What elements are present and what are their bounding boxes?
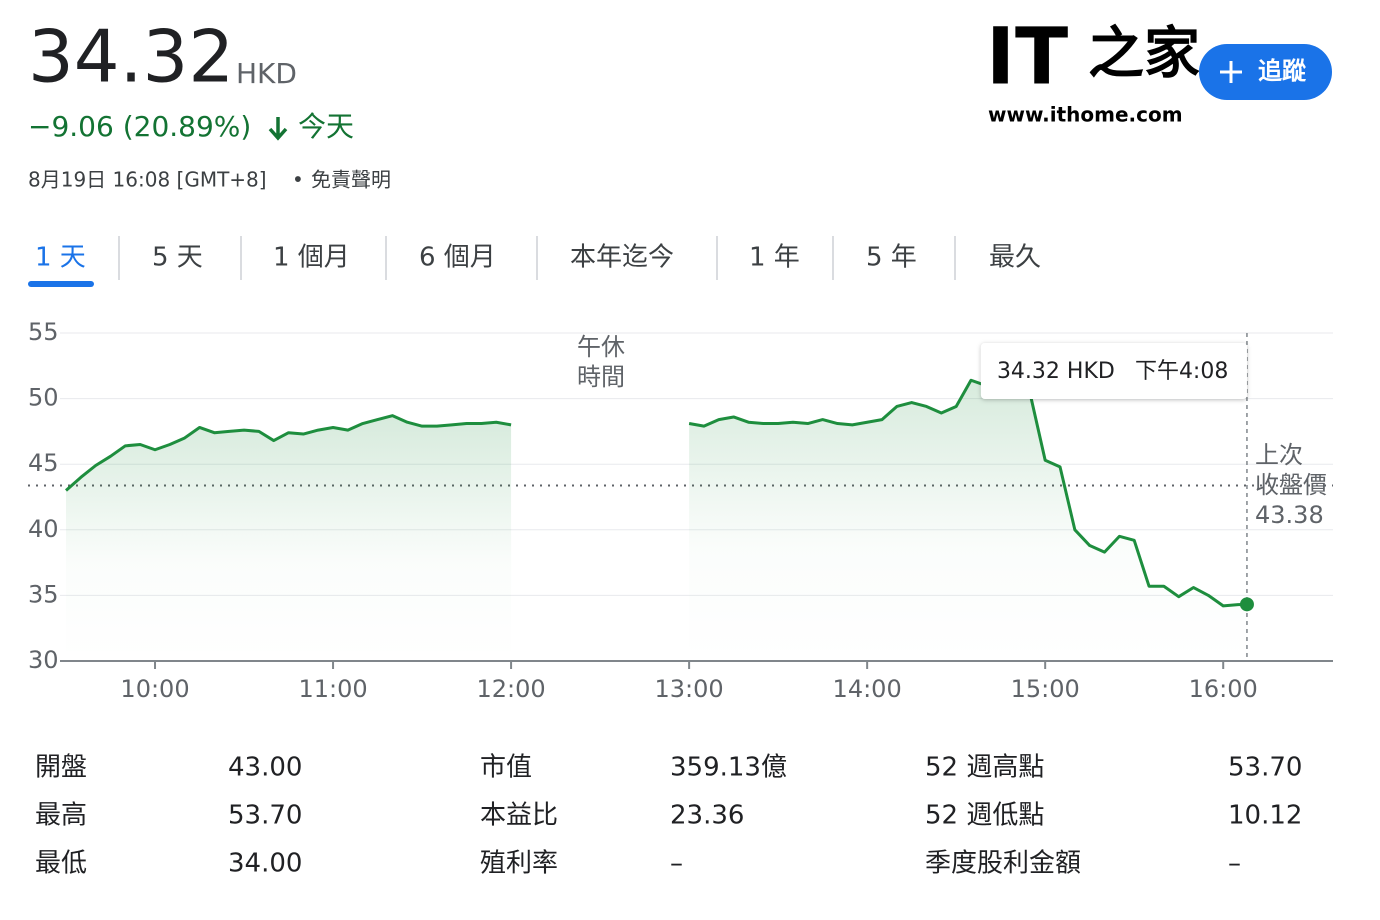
- timestamp: 8月19日 16:08 [GMT+8]: [28, 168, 267, 192]
- previous-close-label: 收盤價: [1255, 471, 1327, 499]
- stat-label: 開盤: [35, 753, 87, 783]
- x-tick-label: 13:00: [655, 675, 724, 703]
- button-label[interactable]: 追蹤: [1258, 57, 1307, 85]
- tab[interactable]: 6 個月: [419, 243, 496, 273]
- logo-name: 之家: [1088, 21, 1200, 87]
- tabs: 1 天 5 天 1 個月 6 個月 本年迄今 1 年 5 年 最久: [28, 236, 1041, 287]
- x-tick-label: 12:00: [476, 675, 545, 703]
- price: 34.32: [28, 15, 234, 99]
- stat-label: 本益比: [480, 801, 558, 831]
- stat-value: 359.13億: [670, 753, 787, 783]
- change: −9.06 (20.89%): [28, 110, 251, 143]
- y-tick-label: 50: [28, 384, 59, 412]
- x-tick-label: 15:00: [1011, 675, 1080, 703]
- tooltip-time: 下午4:08: [1135, 359, 1228, 384]
- area: [66, 415, 512, 661]
- tab-indicator: [28, 281, 94, 287]
- annotation: 時間: [577, 363, 625, 391]
- stat-label: 最高: [35, 801, 87, 831]
- stat-value: 10.12: [1228, 801, 1302, 831]
- logo-url: www.ithome.com: [988, 103, 1183, 127]
- tab[interactable]: 1 天: [35, 243, 86, 273]
- stat-label: 最低: [35, 849, 87, 879]
- stat-label: 季度股利金額: [925, 849, 1081, 879]
- tab[interactable]: 5 天: [152, 243, 203, 273]
- y-tick-label: 55: [28, 318, 59, 346]
- down-arrow: [268, 117, 288, 141]
- y-tick-label: 45: [28, 449, 59, 477]
- tab[interactable]: 5 年: [866, 243, 917, 273]
- area: [689, 377, 1247, 661]
- stat-label: 市值: [480, 753, 532, 783]
- tooltip-box: [980, 343, 1247, 399]
- disclaimer[interactable]: 免責聲明: [311, 168, 391, 192]
- price-line: [65, 414, 512, 492]
- stat-value: –: [1228, 849, 1241, 879]
- last-point: [1239, 597, 1254, 612]
- stat-value: –: [670, 849, 683, 879]
- stat-value: 43.00: [228, 753, 302, 783]
- plus-icon[interactable]: [1220, 61, 1242, 83]
- tab[interactable]: 1 年: [749, 243, 800, 273]
- stat-value: 23.36: [670, 801, 744, 831]
- tab[interactable]: 本年迄今: [570, 243, 674, 273]
- chart: 30 35 40 45 50 55 10:00 11:00 12:00 13:00 14:00 15:…: [28, 318, 1333, 703]
- stat-value: 53.70: [1228, 753, 1302, 783]
- y-tick-label: 30: [28, 646, 59, 674]
- period: 今天: [298, 110, 354, 143]
- button-bg[interactable]: [1199, 44, 1332, 100]
- annotation: 午休: [577, 333, 625, 361]
- previous-close-label: 上次: [1255, 441, 1303, 469]
- tab[interactable]: 1 個月: [273, 243, 350, 273]
- previous-close-value: 43.38: [1255, 501, 1324, 529]
- y-tick-label: 35: [28, 580, 59, 608]
- currency: HKD: [236, 57, 297, 90]
- price-line: [688, 376, 1247, 608]
- stat-label: 52 週低點: [925, 801, 1044, 831]
- stat-label: 殖利率: [480, 849, 558, 879]
- stats: 開盤 43.00 市值 359.13億 52 週高點 53.70 最高 53.70 本益比 23.…: [35, 753, 1302, 879]
- x-tick-label: 11:00: [298, 675, 367, 703]
- tooltip-price: 34.32 HKD: [997, 359, 1115, 384]
- y-tick-label: 40: [28, 515, 59, 543]
- x-tick-label: 16:00: [1189, 675, 1258, 703]
- separator: •: [292, 168, 304, 192]
- tab[interactable]: 最久: [989, 243, 1041, 273]
- x-tick-label: 10:00: [120, 675, 189, 703]
- stat-label: 52 週高點: [925, 753, 1044, 783]
- x-tick-label: 14:00: [833, 675, 902, 703]
- follow-button[interactable]: 追蹤: [1199, 44, 1332, 100]
- stat-value: 34.00: [228, 849, 302, 879]
- stat-value: 53.70: [228, 801, 302, 831]
- logo-mark: IT: [986, 12, 1068, 102]
